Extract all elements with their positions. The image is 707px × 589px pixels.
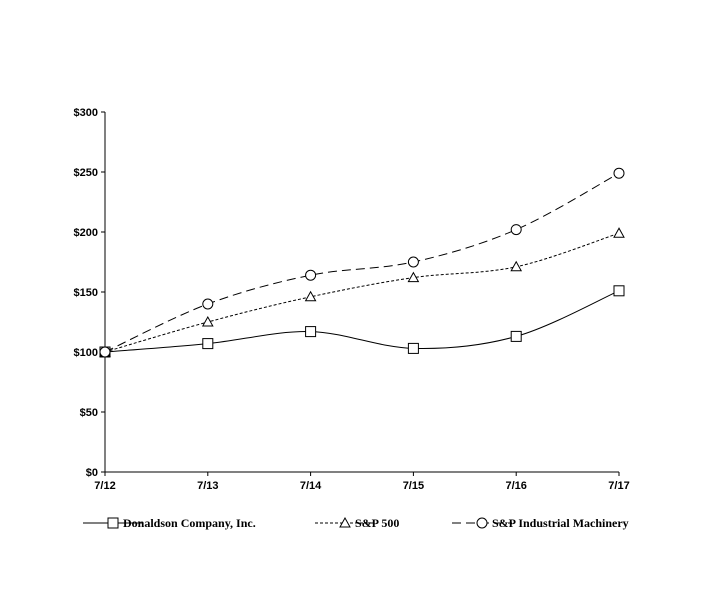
legend-label-0: Donaldson Company, Inc. bbox=[123, 516, 256, 530]
y-tick-label: $250 bbox=[74, 167, 98, 179]
series-line-0 bbox=[104, 290, 620, 353]
series-2-point bbox=[305, 269, 317, 281]
legend-label-2: S&P Industrial Machinery bbox=[492, 516, 629, 530]
series-0-point bbox=[407, 342, 419, 354]
series-0-point bbox=[613, 285, 625, 297]
series-2-point bbox=[613, 167, 625, 179]
x-tick-label: 7/17 bbox=[608, 480, 629, 492]
y-tick-label: $0 bbox=[86, 467, 98, 479]
series-line-1 bbox=[104, 232, 620, 353]
legend-marker-1 bbox=[339, 516, 351, 528]
series-layer bbox=[99, 167, 625, 358]
y-tick-label: $50 bbox=[80, 407, 98, 419]
series-2-point bbox=[510, 224, 522, 236]
legend-marker-0 bbox=[107, 517, 119, 529]
series-0-point bbox=[510, 330, 522, 342]
x-tick-label: 7/12 bbox=[94, 480, 115, 492]
x-tick-label: 7/14 bbox=[300, 480, 322, 492]
legend-label-1: S&P 500 bbox=[355, 516, 399, 530]
series-1-point bbox=[201, 315, 214, 327]
y-tick-label: $200 bbox=[74, 227, 98, 239]
series-2-point bbox=[202, 298, 214, 310]
series-1-point bbox=[407, 271, 420, 283]
series-0-point bbox=[305, 326, 317, 338]
chart-axes: $0 $50 $100 $150 $200 $250 $300 7/12 7/13 7/14 7/1… bbox=[74, 107, 630, 492]
series-1-point bbox=[510, 260, 523, 272]
y-tick-label: $150 bbox=[74, 287, 98, 299]
series-2-point bbox=[99, 346, 111, 358]
x-tick-label: 7/15 bbox=[403, 480, 424, 492]
series-2-point bbox=[407, 256, 419, 268]
y-tick-label: $300 bbox=[74, 107, 98, 119]
series-1-point bbox=[613, 227, 625, 238]
series-0-point bbox=[202, 338, 214, 350]
y-tick-label: $100 bbox=[74, 347, 98, 359]
series-line-2 bbox=[104, 172, 620, 353]
legend: Donaldson Company, Inc. S&P 500 S&P Indust… bbox=[83, 516, 629, 530]
x-tick-label: 7/13 bbox=[197, 480, 218, 492]
x-tick-label: 7/16 bbox=[505, 480, 526, 492]
legend-marker-2 bbox=[476, 517, 488, 529]
series-1-point bbox=[304, 290, 317, 302]
